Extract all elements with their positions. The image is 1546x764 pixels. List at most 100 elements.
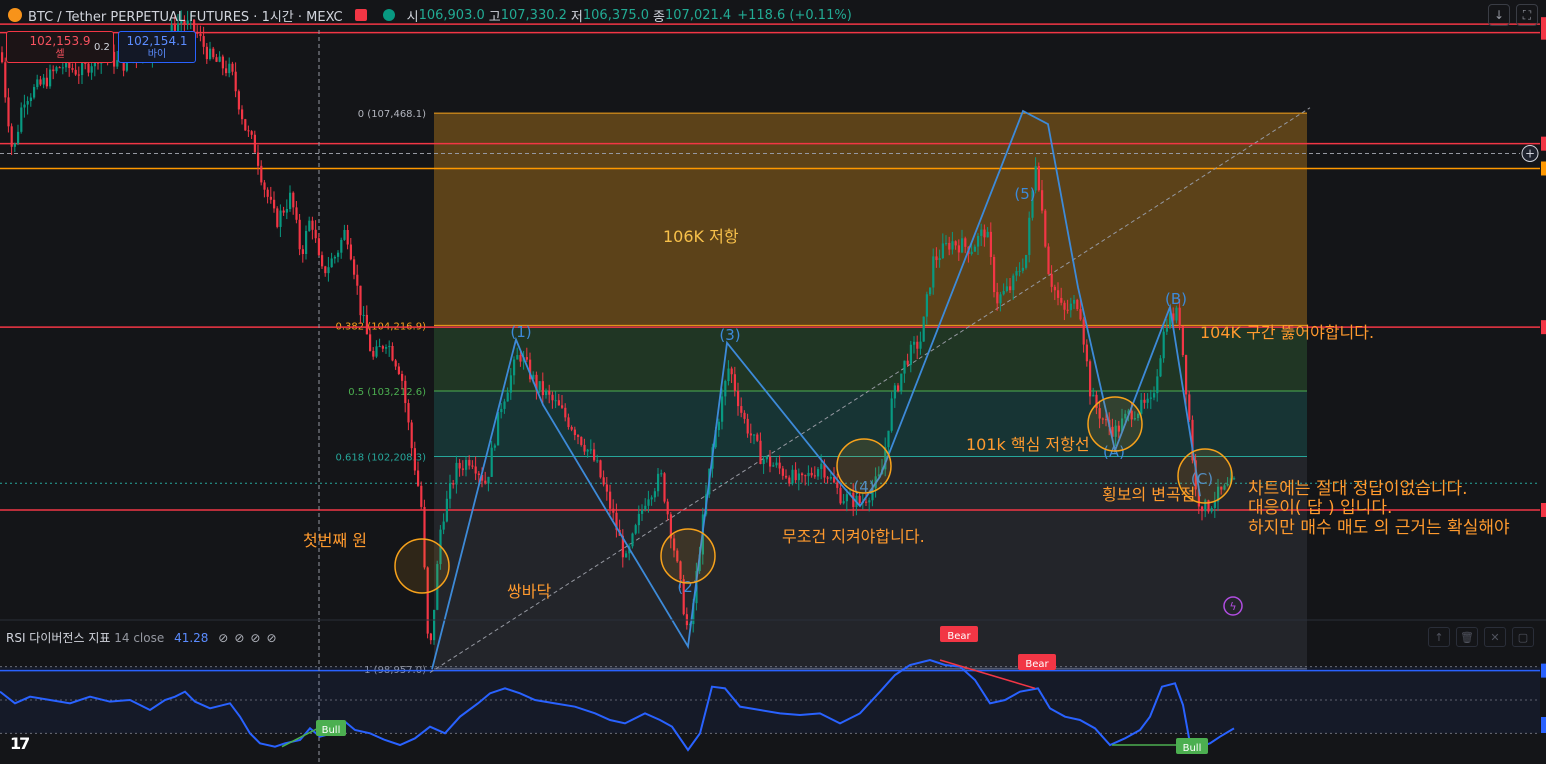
candle-body (490, 447, 493, 477)
candle-body (833, 476, 836, 483)
hidden-icon[interactable]: ⊘ (250, 631, 261, 645)
high-value: 107,330.2 (500, 7, 567, 23)
flag-icon[interactable] (354, 9, 367, 21)
buy-button[interactable]: 102,154.1 바이 (118, 31, 196, 63)
candle-body (36, 79, 39, 88)
candle-body (49, 69, 52, 87)
trend-line (429, 107, 1311, 674)
candle-body (740, 406, 743, 413)
candle-body (273, 199, 276, 209)
candle-body (919, 341, 922, 349)
hidden-icon[interactable]: ⊘ (218, 631, 229, 645)
add-alert-icon (1521, 144, 1539, 162)
fullscreen-icon[interactable]: ⛶ (1516, 4, 1538, 26)
candle-body (1069, 303, 1072, 311)
candle-body (234, 71, 237, 92)
candle-body (554, 400, 557, 402)
candle-body (20, 107, 23, 132)
candle-body (4, 62, 7, 98)
candle-body (964, 238, 967, 247)
candle-body (714, 430, 717, 448)
candle-body (346, 229, 349, 245)
candle-body (1098, 408, 1101, 419)
candle-body (506, 392, 509, 402)
annotation-note-2: 대응이( 답 ) 입니다. (1248, 498, 1392, 518)
trash-icon[interactable]: 🗑 (1456, 627, 1478, 647)
download-icon[interactable]: ↓ (1488, 4, 1510, 26)
candle-body (285, 208, 288, 213)
candle-body (61, 67, 64, 69)
candle-body (215, 57, 218, 62)
candle-body (266, 189, 269, 197)
level-axis-marker (1541, 25, 1546, 40)
highlight-circle (394, 538, 450, 594)
candle-body (877, 474, 880, 477)
symbol-title[interactable]: BTC / Tether PERPETUAL FUTURES · 1시간 · M… (28, 9, 343, 25)
level-axis-marker (1541, 17, 1546, 32)
candle-body (612, 508, 615, 513)
candle-body (759, 440, 762, 465)
sell-button[interactable]: 102,153.9 셀 (6, 31, 114, 63)
open-value: 106,903.0 (418, 7, 485, 23)
highlight-circle (1087, 396, 1143, 452)
rsi-legend[interactable]: RSI 다이버전스 지표 14 close 41.28 ⊘ ⊘ ⊘ ⊘ (6, 629, 277, 646)
candle-body (1021, 267, 1024, 271)
candle-body (503, 401, 506, 409)
hidden-icon[interactable]: ⊘ (266, 631, 277, 645)
candle-body (1207, 500, 1210, 512)
candle-body (871, 488, 874, 501)
annotation-note-3: 하지만 매수 매도 의 근거는 확실해야 (1248, 518, 1510, 538)
candle-body (621, 535, 624, 558)
candle-body (887, 430, 890, 448)
candle-body (1117, 425, 1120, 432)
level-axis-marker (1541, 502, 1546, 517)
collapse-icon[interactable]: ✕ (1484, 627, 1506, 647)
candle-body (442, 521, 445, 530)
candle-body (1223, 485, 1226, 490)
candle-body (1031, 190, 1034, 218)
candle-body (260, 165, 263, 183)
elliott-wave-line (431, 109, 1201, 670)
fib-zone-500-618 (434, 390, 1307, 457)
candle-body (269, 196, 272, 200)
candle-body (593, 449, 596, 461)
candle-body (564, 407, 567, 418)
candle-body (1210, 507, 1213, 512)
candle-body (1044, 210, 1047, 247)
wave-label: (B) (1165, 290, 1187, 308)
hidden-icon[interactable]: ⊘ (234, 631, 245, 645)
candle-body (327, 267, 330, 274)
move-up-icon[interactable]: ↑ (1428, 627, 1450, 647)
candle-body (557, 400, 560, 406)
candle-body (477, 473, 480, 475)
candle-body (17, 131, 20, 144)
highlight-circle (1177, 448, 1233, 504)
candle-body (212, 48, 215, 58)
maximize-icon[interactable]: ▢ (1512, 627, 1534, 647)
candle-body (788, 477, 791, 484)
candle-body (1012, 275, 1015, 291)
candle-body (1073, 299, 1076, 304)
candle-body (817, 469, 820, 477)
candle-body (932, 256, 935, 288)
candle-body (1057, 290, 1060, 298)
candle-body (1156, 376, 1159, 394)
candle-body (423, 506, 426, 568)
candle-body (1034, 166, 1037, 191)
candle-body (340, 239, 343, 253)
candle-body (74, 69, 77, 75)
candle-body (1105, 419, 1108, 421)
candle-body (436, 564, 439, 610)
annotation-104k: 104K 구간 뚫어야합니다. (1200, 323, 1374, 342)
annotation-first-circle: 첫번째 원 (303, 531, 367, 550)
candle-body (385, 347, 388, 349)
candle-body (948, 242, 951, 250)
candle-body (669, 514, 672, 539)
candle-body (311, 220, 314, 230)
candle-body (586, 449, 589, 452)
candle-body (513, 359, 516, 376)
spread-value: 0.2 (94, 42, 110, 53)
candle-body (1111, 426, 1114, 437)
rsi-name: RSI 다이버전스 지표 (6, 631, 111, 645)
